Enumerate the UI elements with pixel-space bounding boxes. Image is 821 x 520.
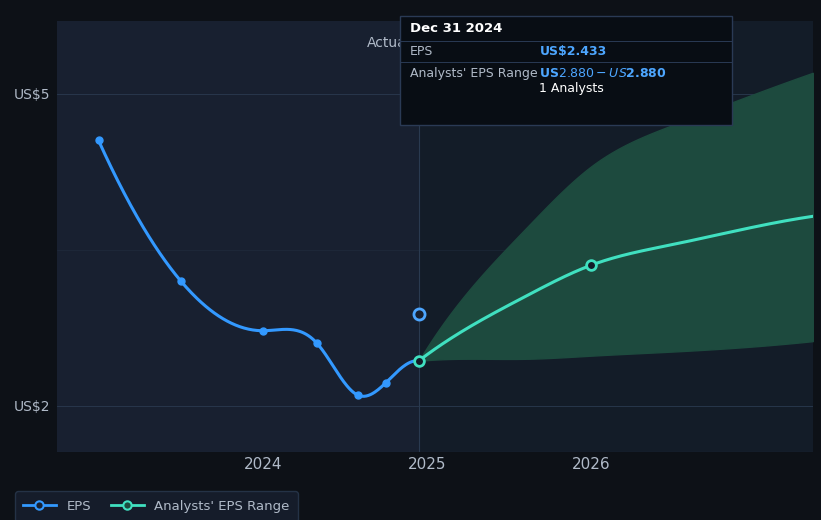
Bar bbox=[57, 21, 419, 452]
Bar bbox=[419, 21, 813, 452]
Text: US$2.433: US$2.433 bbox=[539, 45, 607, 58]
Text: EPS: EPS bbox=[410, 45, 433, 58]
Legend: EPS, Analysts' EPS Range: EPS, Analysts' EPS Range bbox=[15, 491, 298, 520]
Text: 1 Analysts: 1 Analysts bbox=[539, 82, 604, 95]
Text: Dec 31 2024: Dec 31 2024 bbox=[410, 22, 502, 35]
Text: Analysts Forecasts: Analysts Forecasts bbox=[427, 36, 556, 50]
Text: Analysts' EPS Range: Analysts' EPS Range bbox=[410, 67, 537, 80]
Text: US$2.880 - US$2.880: US$2.880 - US$2.880 bbox=[539, 67, 667, 80]
Text: Actual: Actual bbox=[367, 36, 410, 50]
